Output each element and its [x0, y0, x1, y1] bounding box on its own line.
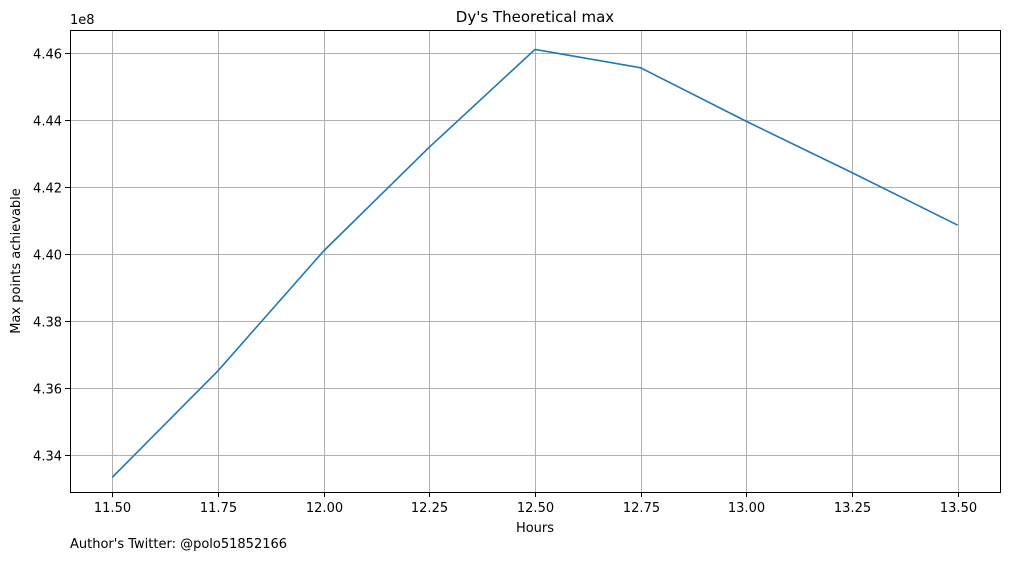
x-tick-label: 13.25	[834, 501, 871, 516]
y-axis-offset-label: 1e8	[70, 13, 95, 28]
x-tick-label: 13.00	[728, 501, 765, 516]
grid-lines	[70, 30, 1000, 492]
y-tick-label: 4.44	[33, 115, 62, 130]
x-tick-label: 11.50	[94, 501, 131, 516]
y-tick-label: 4.46	[33, 48, 62, 63]
series-layer	[111, 48, 959, 478]
y-tick-label: 4.34	[33, 450, 62, 465]
x-tick-label: 12.75	[623, 501, 660, 516]
x-tick-label: 13.50	[940, 501, 977, 516]
x-tick-label: 12.25	[411, 501, 448, 516]
x-tick-label: 12.50	[517, 501, 554, 516]
y-tick-label: 4.38	[33, 316, 62, 331]
author-footnote: Author's Twitter: @polo51852166	[70, 537, 288, 552]
y-tick-label: 4.36	[33, 383, 62, 398]
x-tick-label: 11.75	[200, 501, 237, 516]
y-axis-label: Max points achievable	[9, 188, 24, 334]
chart-title: Dy's Theoretical max	[456, 8, 615, 26]
y-axis-ticks: 4.34 4.36 4.38 4.40 4.42 4.44 4.46	[33, 48, 70, 465]
x-axis-ticks: 11.50 11.75 12.00 12.25 12.50 12.75 13.00 13.25…	[94, 492, 977, 516]
x-tick-label: 12.00	[306, 501, 343, 516]
x-axis-label: Hours	[516, 521, 554, 536]
series-line	[111, 48, 959, 478]
y-tick-label: 4.40	[33, 249, 62, 264]
y-tick-label: 4.42	[33, 182, 62, 197]
